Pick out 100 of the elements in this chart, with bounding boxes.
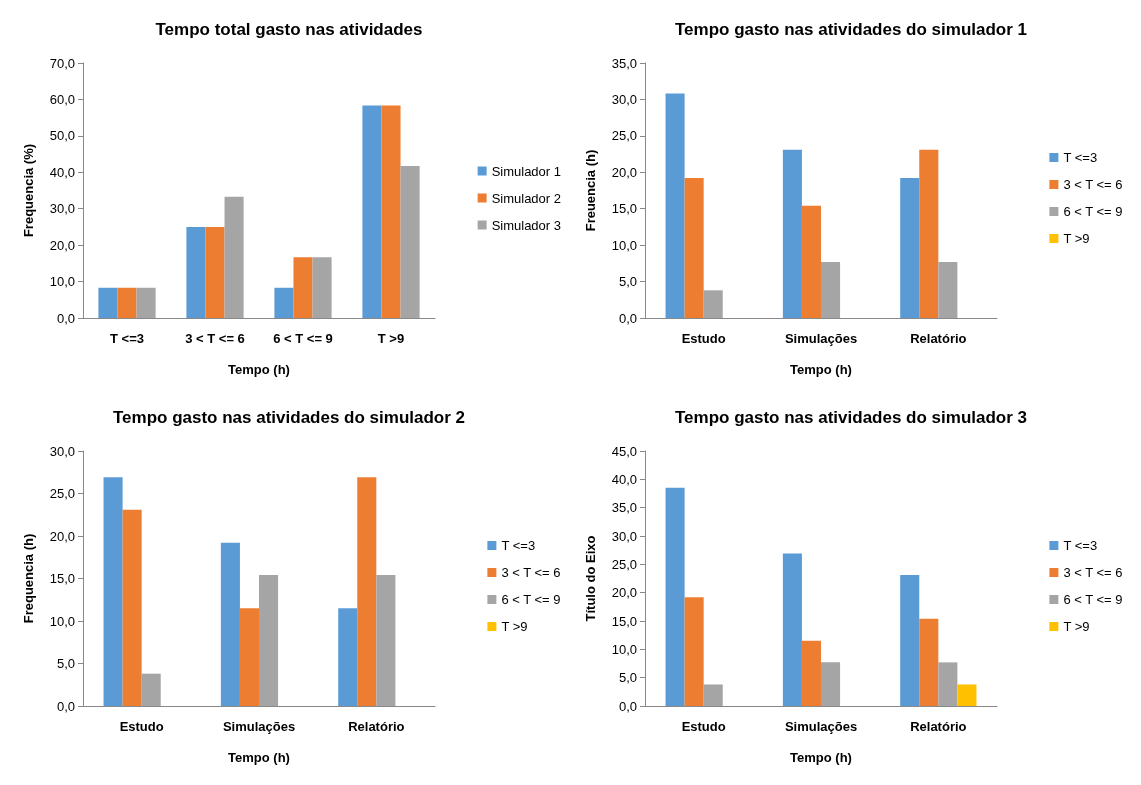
- bar: [136, 287, 156, 318]
- bar: [362, 105, 382, 318]
- bar: [312, 257, 332, 318]
- x-axis-title: Tempo (h): [790, 750, 852, 765]
- y-tick-label: 70,0: [49, 55, 75, 71]
- bar: [259, 575, 279, 706]
- chart-title: Tempo gasto nas atividades do simulador 3: [674, 408, 1028, 427]
- bar: [919, 149, 939, 318]
- y-tick-label: 10,0: [49, 274, 75, 290]
- x-tick-label: Relatório: [910, 719, 967, 734]
- y-tick-label: 50,0: [49, 128, 75, 144]
- x-tick-label: Simulações: [222, 719, 296, 734]
- bar: [224, 196, 244, 318]
- y-tick-label: 15,0: [611, 201, 637, 217]
- y-tick-label: 5,0: [618, 670, 637, 686]
- bar: [957, 684, 977, 706]
- y-tick-label: 10,0: [611, 641, 637, 657]
- y-tick-label: 10,0: [49, 613, 75, 629]
- y-tick-label: 45,0: [611, 443, 637, 459]
- bar: [665, 93, 685, 318]
- legend-label: T <=3: [1063, 538, 1098, 553]
- y-tick-label: 25,0: [611, 556, 637, 572]
- y-tick-label: 40,0: [49, 164, 75, 180]
- bar: [782, 149, 802, 318]
- legend-label: T <=3: [501, 538, 536, 553]
- legend-label: Simulador 2: [491, 190, 562, 206]
- y-axis-title: Título do Eixo: [583, 535, 598, 622]
- chart-title: Tempo total gasto nas atividades: [155, 20, 423, 39]
- y-tick-label: 15,0: [49, 571, 75, 586]
- bar: [220, 542, 240, 706]
- y-tick-label: 20,0: [611, 585, 637, 601]
- legend-label: 3 < T <= 6: [501, 565, 561, 580]
- legend-label: 6 < T <= 9: [501, 592, 561, 607]
- y-tick-label: 60,0: [49, 91, 75, 107]
- legend-label: T >9: [1063, 619, 1090, 634]
- bar: [141, 673, 161, 706]
- bar: [376, 575, 396, 706]
- bar: [186, 226, 206, 318]
- y-tick-label: 5,0: [618, 274, 637, 290]
- bar: [938, 261, 958, 318]
- bar: [801, 205, 821, 318]
- y-tick-label: 25,0: [49, 486, 75, 501]
- y-tick-label: 35,0: [611, 55, 637, 71]
- x-tick-label: Simulações: [784, 331, 858, 346]
- legend-label: Simulador 1: [491, 163, 562, 179]
- y-tick-label: 20,0: [49, 237, 75, 253]
- x-tick-label: 3 < T <= 6: [185, 331, 245, 346]
- y-tick-label: 0,0: [56, 310, 75, 326]
- x-tick-label: 6 < T <= 9: [273, 331, 333, 346]
- bar: [357, 477, 377, 706]
- y-tick-label: 20,0: [49, 528, 75, 544]
- y-tick-label: 15,0: [611, 613, 637, 629]
- y-tick-label: 0,0: [56, 698, 75, 714]
- y-tick-label: 30,0: [49, 201, 75, 217]
- x-axis-title: Tempo (h): [228, 362, 290, 377]
- y-tick-label: 0,0: [618, 698, 637, 714]
- legend-label: T >9: [1063, 231, 1090, 246]
- x-tick-label: T <=3: [110, 331, 144, 346]
- x-tick-label: Estudo: [119, 719, 164, 734]
- bar: [919, 618, 939, 706]
- y-tick-label: 20,0: [611, 164, 637, 180]
- y-axis-title: Frequencia (%): [21, 143, 36, 238]
- bar: [98, 287, 118, 318]
- bar: [122, 509, 142, 706]
- x-tick-label: Simulações: [784, 719, 858, 734]
- bar: [821, 662, 841, 706]
- y-tick-label: 30,0: [611, 91, 637, 107]
- y-tick-label: 10,0: [611, 237, 637, 253]
- y-axis-title: Frequencia (h): [21, 533, 36, 624]
- y-tick-label: 0,0: [618, 310, 637, 326]
- bar: [684, 597, 704, 706]
- legend-label: T >9: [501, 619, 528, 634]
- y-tick-label: 30,0: [611, 528, 637, 544]
- chart-title: Tempo gasto nas atividades do simulador 2: [112, 408, 466, 427]
- bar: [400, 166, 420, 318]
- bar: [274, 287, 294, 318]
- y-tick-label: 5,0: [56, 656, 75, 671]
- bar: [782, 553, 802, 706]
- y-tick-label: 40,0: [611, 471, 637, 487]
- bar: [338, 608, 358, 706]
- x-axis-title: Tempo (h): [790, 362, 852, 377]
- bar: [703, 684, 723, 706]
- x-axis-title: Tempo (h): [228, 750, 290, 765]
- x-tick-label: Estudo: [681, 719, 726, 734]
- bar: [900, 575, 920, 706]
- y-tick-label: 25,0: [611, 128, 637, 144]
- bar: [103, 477, 123, 706]
- bar: [117, 287, 137, 318]
- bar: [900, 178, 920, 318]
- legend-label: 3 < T <= 6: [1063, 565, 1123, 580]
- legend-label: 6 < T <= 9: [1063, 204, 1123, 219]
- bar: [938, 662, 958, 706]
- bar: [293, 257, 313, 318]
- x-tick-label: Relatório: [910, 331, 967, 346]
- y-axis-title: Freuencia (h): [583, 149, 598, 232]
- x-tick-label: Estudo: [681, 331, 726, 346]
- x-tick-label: Relatório: [348, 719, 405, 734]
- bar: [205, 226, 225, 318]
- x-tick-label: T >9: [377, 331, 405, 346]
- bar: [665, 487, 685, 706]
